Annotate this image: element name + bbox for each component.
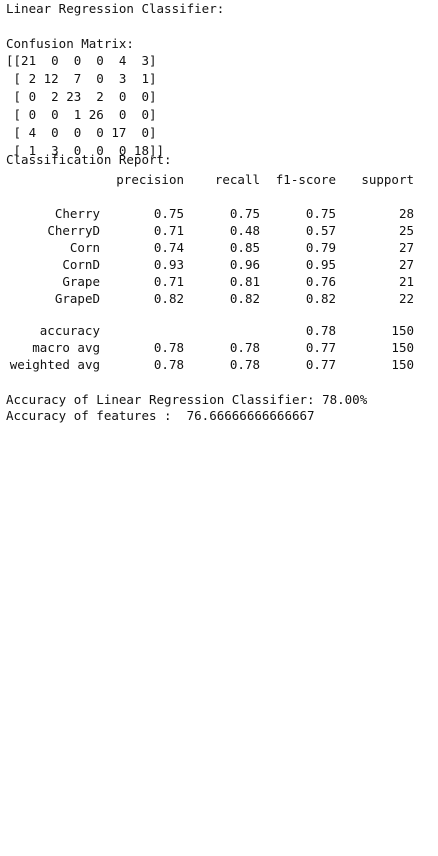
report-row-label: GrapeD — [54, 291, 100, 306]
report-precision: 0.93 — [153, 257, 184, 272]
report-f1: 0.79 — [305, 240, 336, 255]
report-row-label: CornD — [62, 257, 100, 272]
report-row-label: Corn — [69, 240, 100, 255]
summary-precision — [100, 322, 184, 340]
report-support: 27 — [398, 257, 414, 272]
matrix-row: [ 0 0 1 26 0 0] — [6, 107, 157, 122]
report-f1: 0.75 — [305, 206, 336, 221]
report-recall: 0.96 — [229, 257, 260, 272]
report-precision: 0.75 — [153, 206, 184, 221]
report-f1: 0.57 — [305, 223, 336, 238]
summary-support: 150 — [391, 340, 414, 355]
classification-report-title: Classification Report: — [6, 152, 172, 167]
summary-support: 150 — [391, 323, 414, 338]
report-row-label: Cherry — [54, 206, 100, 221]
matrix-row: [ 0 2 23 2 0 0] — [6, 89, 157, 104]
summary-f1: 0.77 — [305, 340, 336, 355]
classifier-header: Linear Regression Classifier: — [6, 1, 225, 16]
summary-recall: 0.78 — [229, 357, 260, 372]
features-accuracy-line: Accuracy of features : 76.66666666666667 — [6, 408, 315, 423]
matrix-row: [ 4 0 0 0 17 0] — [6, 125, 157, 140]
report-support: 21 — [398, 274, 414, 289]
report-recall: 0.82 — [229, 291, 260, 306]
summary-recall: 0.78 — [229, 340, 260, 355]
summary-precision: 0.78 — [153, 357, 184, 372]
report-precision: 0.71 — [153, 274, 184, 289]
report-support: 28 — [398, 206, 414, 221]
summary-recall — [200, 322, 260, 340]
report-recall: 0.75 — [229, 206, 260, 221]
report-precision: 0.74 — [153, 240, 184, 255]
col-header-precision: precision — [116, 172, 184, 187]
report-recall: 0.81 — [229, 274, 260, 289]
col-header-f1: f1-score — [275, 172, 336, 187]
report-row-label: Grape — [62, 274, 100, 289]
report-f1: 0.95 — [305, 257, 336, 272]
matrix-row: [ 2 12 7 0 3 1] — [6, 71, 157, 86]
summary-f1: 0.77 — [305, 357, 336, 372]
report-row-label: CherryD — [47, 223, 100, 238]
report-support: 25 — [398, 223, 414, 238]
col-header-recall: recall — [214, 172, 260, 187]
summary-row-label: macro avg — [32, 340, 100, 355]
report-recall: 0.85 — [229, 240, 260, 255]
report-f1: 0.76 — [305, 274, 336, 289]
confusion-matrix-title: Confusion Matrix: — [6, 36, 134, 51]
report-support: 27 — [398, 240, 414, 255]
console-output: Linear Regression Classifier: Confusion … — [6, 1, 414, 423]
summary-row-label: accuracy — [39, 323, 100, 338]
summary-precision: 0.78 — [153, 340, 184, 355]
report-support: 22 — [398, 291, 414, 306]
summary-f1: 0.78 — [305, 323, 336, 338]
matrix-row: [[21 0 0 0 4 3] — [6, 53, 157, 68]
report-f1: 0.82 — [305, 291, 336, 306]
matrix-row: [ 1 3 0 0 0 18]] — [6, 143, 165, 158]
col-header-support: support — [361, 172, 414, 187]
report-recall: 0.48 — [229, 223, 260, 238]
summary-support: 150 — [391, 357, 414, 372]
report-precision: 0.71 — [153, 223, 184, 238]
summary-row-label: weighted avg — [9, 357, 100, 372]
accuracy-line: Accuracy of Linear Regression Classifier… — [6, 392, 368, 407]
report-precision: 0.82 — [153, 291, 184, 306]
